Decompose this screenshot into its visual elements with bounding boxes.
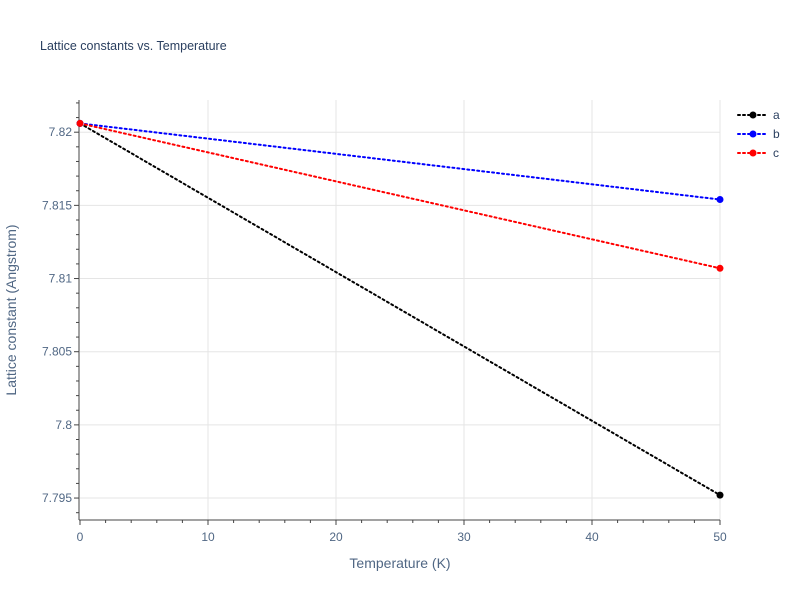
legend-swatch-marker [749, 149, 757, 157]
tick-labels: 0 10 20 30 40 50 7.795 7.8 7.805 7.81 7.815 7.82 [42, 125, 727, 544]
chart-title: Lattice constants vs. Temperature [40, 39, 227, 53]
data-point-b [716, 196, 724, 204]
legend-item-b[interactable]: b [737, 127, 780, 141]
axes [74, 100, 721, 525]
y-tick-label: 7.815 [42, 198, 72, 212]
y-tick-label: 7.8 [55, 418, 72, 432]
y-tick-label: 7.795 [42, 491, 72, 505]
legend-label: b [773, 127, 780, 141]
legend-swatch-marker [749, 130, 757, 138]
data-point-c [716, 264, 724, 272]
y-tick-label: 7.805 [42, 345, 72, 359]
series-line-c [79, 122, 721, 270]
x-tick-label: 10 [201, 530, 215, 544]
y-tick-label: 7.81 [49, 272, 73, 286]
series-lines [76, 119, 724, 499]
x-tick-label: 30 [457, 530, 471, 544]
series-line-b [79, 122, 721, 201]
legend-label: c [773, 146, 779, 160]
y-axis-title: Lattice constant (Angstrom) [3, 224, 19, 395]
legend-item-a[interactable]: a [737, 108, 780, 122]
legend-label: a [773, 108, 780, 122]
series-line-a [79, 122, 721, 497]
x-tick-label: 40 [585, 530, 599, 544]
legend-item-c[interactable]: c [737, 146, 779, 160]
x-axis-title: Temperature (K) [349, 555, 450, 571]
legend[interactable]: abc [737, 108, 780, 160]
x-tick-label: 20 [329, 530, 343, 544]
x-tick-label: 0 [77, 530, 84, 544]
data-point-a [716, 491, 724, 499]
x-tick-label: 50 [713, 530, 727, 544]
y-tick-label: 7.82 [49, 125, 73, 139]
data-point-c [76, 119, 84, 127]
legend-swatch-marker [749, 111, 757, 119]
